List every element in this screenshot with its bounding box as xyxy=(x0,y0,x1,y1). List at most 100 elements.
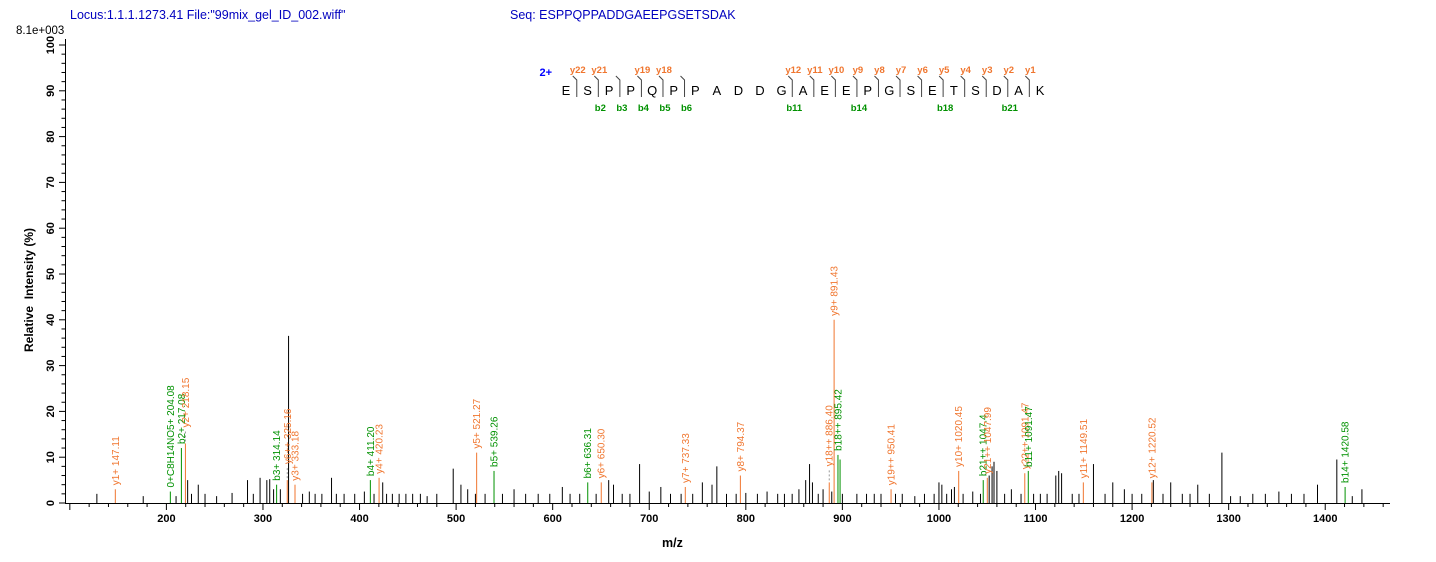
cleavage-mark xyxy=(1024,75,1030,97)
cleavage-mark xyxy=(981,75,987,97)
cleavage-mark xyxy=(787,75,793,97)
cleavage-mark xyxy=(637,75,642,97)
x-tick-label: 900 xyxy=(833,513,851,525)
cleavage-mark xyxy=(852,75,858,97)
cleavage-mark xyxy=(593,75,599,97)
residue-letter: P xyxy=(626,83,635,98)
peak-label: b2+ 217.08 xyxy=(177,393,188,444)
peak-label: y11+ 1149.51 xyxy=(1079,419,1090,479)
peak-label: y18++ 886.40 xyxy=(825,405,836,467)
x-tick-label: 500 xyxy=(447,513,465,525)
x-tick-label: 700 xyxy=(640,513,658,525)
residue-letter: D xyxy=(992,83,1001,98)
b-ion-site-label: b2 xyxy=(595,103,606,114)
cleavage-mark xyxy=(1003,75,1009,97)
peak-label: b3+ 314.14 xyxy=(272,430,283,481)
peak-label: y21++ 1047.99 xyxy=(983,407,994,474)
b-ion-site-label: b18 xyxy=(937,103,953,114)
cleavage-mark xyxy=(917,75,923,97)
b-ion-site-label: b21 xyxy=(1002,103,1019,114)
y-tick-label: 20 xyxy=(45,405,57,417)
x-axis-title: m/z xyxy=(662,536,683,550)
sequence-header-label: Seq: ESPPQPPADDGAEEPGSETSDAK xyxy=(510,8,736,22)
residue-letter: P xyxy=(863,83,872,98)
cleavage-mark xyxy=(874,75,879,97)
y-ion-site-label: y10 xyxy=(828,65,844,76)
residue-letter: G xyxy=(884,83,894,98)
residue-letter: P xyxy=(669,83,678,98)
y-tick-label: 50 xyxy=(45,268,57,280)
x-tick-label: 1100 xyxy=(1024,513,1048,525)
peak-label: b18++ 895.42 xyxy=(833,389,844,451)
x-tick-label: 800 xyxy=(737,513,755,525)
peak-label: y7+ 737.33 xyxy=(681,433,692,483)
peak-label: y4+ 420.23 xyxy=(375,424,386,474)
x-tick-label: 400 xyxy=(350,513,368,525)
y-ion-site-label: y18 xyxy=(656,65,672,76)
b-ion-site-label: b14 xyxy=(851,103,868,114)
max-intensity-label: 8.1e+003 xyxy=(16,25,65,37)
residue-letter: P xyxy=(605,83,614,98)
peak-label: y12+ 1220.52 xyxy=(1147,417,1158,478)
peak-label: y8+ 794.37 xyxy=(736,421,747,471)
residue-letter: S xyxy=(906,83,915,98)
axes: 200 300 400 500 600 700 800 900 1000 1100 1200 1300… xyxy=(45,36,1390,525)
residue-letter: P xyxy=(691,83,700,98)
residue-letter: S xyxy=(583,83,592,98)
y-ion-site-label: y11 xyxy=(807,65,823,76)
labeled-peaks: y1+ 147.11 0+C8H14NO5+ 204.08 b2+ 217.08y2… xyxy=(111,266,1352,503)
x-tick-label: 1000 xyxy=(927,513,951,525)
y-ion-site-label: y21 xyxy=(591,65,608,76)
y-ion-site-label: y19 xyxy=(634,65,650,76)
cleavage-mark xyxy=(658,75,664,97)
peak-label: b4+ 411.20 xyxy=(366,426,377,476)
x-tick-label: 1200 xyxy=(1120,513,1144,525)
x-tick-label: 1300 xyxy=(1216,513,1240,525)
x-tick-label: 1400 xyxy=(1313,513,1337,525)
b-ion-site-label: b4 xyxy=(638,103,650,114)
residue-letter: A xyxy=(1014,83,1023,98)
residue-letter: Q xyxy=(647,83,657,98)
peak-label: b6+ 636.31 xyxy=(583,428,594,479)
y-tick-label: 70 xyxy=(45,176,57,188)
cleavage-mark xyxy=(680,75,686,97)
b-ion-site-label: b11 xyxy=(786,103,803,114)
residue-letter: G xyxy=(776,83,786,98)
b-ion-site-label: b3 xyxy=(616,103,627,114)
precursor-charge-label: 2+ xyxy=(539,67,552,79)
y-ion-site-label: y7 xyxy=(896,65,907,76)
peak-label: y6+ 650.30 xyxy=(597,428,608,478)
y-tick-label: 80 xyxy=(45,130,57,142)
residue-letter: A xyxy=(713,83,722,98)
peak-label: b14+ 1420.58 xyxy=(1341,421,1352,483)
y-tick-label: 90 xyxy=(45,85,57,97)
peak-label: y2+ 218.15 xyxy=(181,377,192,427)
y-ion-site-label: y1 xyxy=(1025,65,1036,76)
peak-label: b5+ 539.26 xyxy=(490,416,501,467)
y-ion-site-label: y22 xyxy=(570,65,586,76)
peak-label: y1+ 147.11 xyxy=(111,436,122,485)
y-tick-label: 100 xyxy=(45,36,57,54)
residue-letter: E xyxy=(928,83,937,98)
y-tick-label: 60 xyxy=(45,222,57,234)
cleavage-mark xyxy=(809,75,815,97)
peak-label: y19++ 950.41 xyxy=(887,424,898,486)
y-tick-label: 40 xyxy=(45,314,57,326)
b-ion-site-label: b5 xyxy=(659,103,671,114)
x-tick-label: 300 xyxy=(254,513,272,525)
y-ion-site-label: y5 xyxy=(939,65,950,76)
peak-label: y22++ 1091.47 xyxy=(1020,402,1031,469)
peak-label: b21++ 1047.4 xyxy=(979,414,990,476)
residue-letter: S xyxy=(971,83,980,98)
x-tick-label: 600 xyxy=(543,513,561,525)
peak-label: b11+ 1091.47 xyxy=(1024,406,1035,467)
residue-letter: E xyxy=(562,83,571,98)
y-ion-site-label: y9 xyxy=(853,65,864,76)
residue-letter: E xyxy=(842,83,851,98)
x-tick-label: 200 xyxy=(157,513,175,525)
y-ion-site-label: y6 xyxy=(917,65,928,76)
y-ion-site-label: y8 xyxy=(874,65,885,76)
cleavage-mark xyxy=(831,75,836,97)
peak-label: 0+C8H14NO5+ 204.08 xyxy=(166,385,177,488)
peak-label: y5+ 521.27 xyxy=(472,398,483,448)
